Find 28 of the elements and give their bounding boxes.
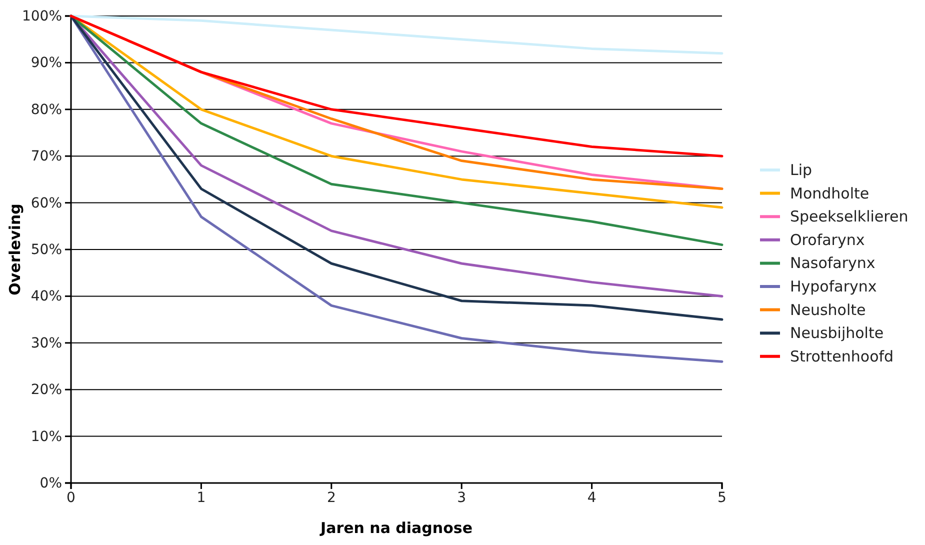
y-tick-label: 60% [30,195,62,212]
x-tick-label: 3 [457,490,466,506]
y-tick-label: 100% [22,8,62,24]
y-tick-label: 50% [30,242,62,258]
legend-label: Neusholte [790,300,866,319]
y-tick-label: 20% [30,382,62,398]
legend-label: Lip [790,161,812,179]
y-tick-label: 40% [30,288,62,305]
legend-label: Orofarynx [790,230,865,249]
y-tick-label: 0% [40,475,62,492]
legend-label: Hypofarynx [790,278,877,296]
y-tick-label: 70% [30,148,62,165]
legend-label: Mondholte [790,184,870,202]
y-tick-label: 30% [30,335,62,352]
x-tick-label: 1 [196,490,206,506]
y-axis-title: Overleving [6,204,24,296]
y-tick-label: 10% [30,428,62,445]
x-tick-label: 5 [718,490,726,506]
x-axis-title: Jaren na diagnose [319,519,473,537]
legend-label: Neusbijholte [790,324,884,342]
legend-label: Strottenhoofd [790,347,894,366]
legend-label: Nasofarynx [790,254,876,272]
x-tick-label: 4 [587,490,596,506]
y-tick-label: 80% [30,102,62,118]
y-tick-label: 90% [30,55,62,72]
x-tick-label: 0 [66,490,76,506]
legend-label: Speekselklieren [790,208,908,226]
x-tick-label: 2 [326,490,336,506]
